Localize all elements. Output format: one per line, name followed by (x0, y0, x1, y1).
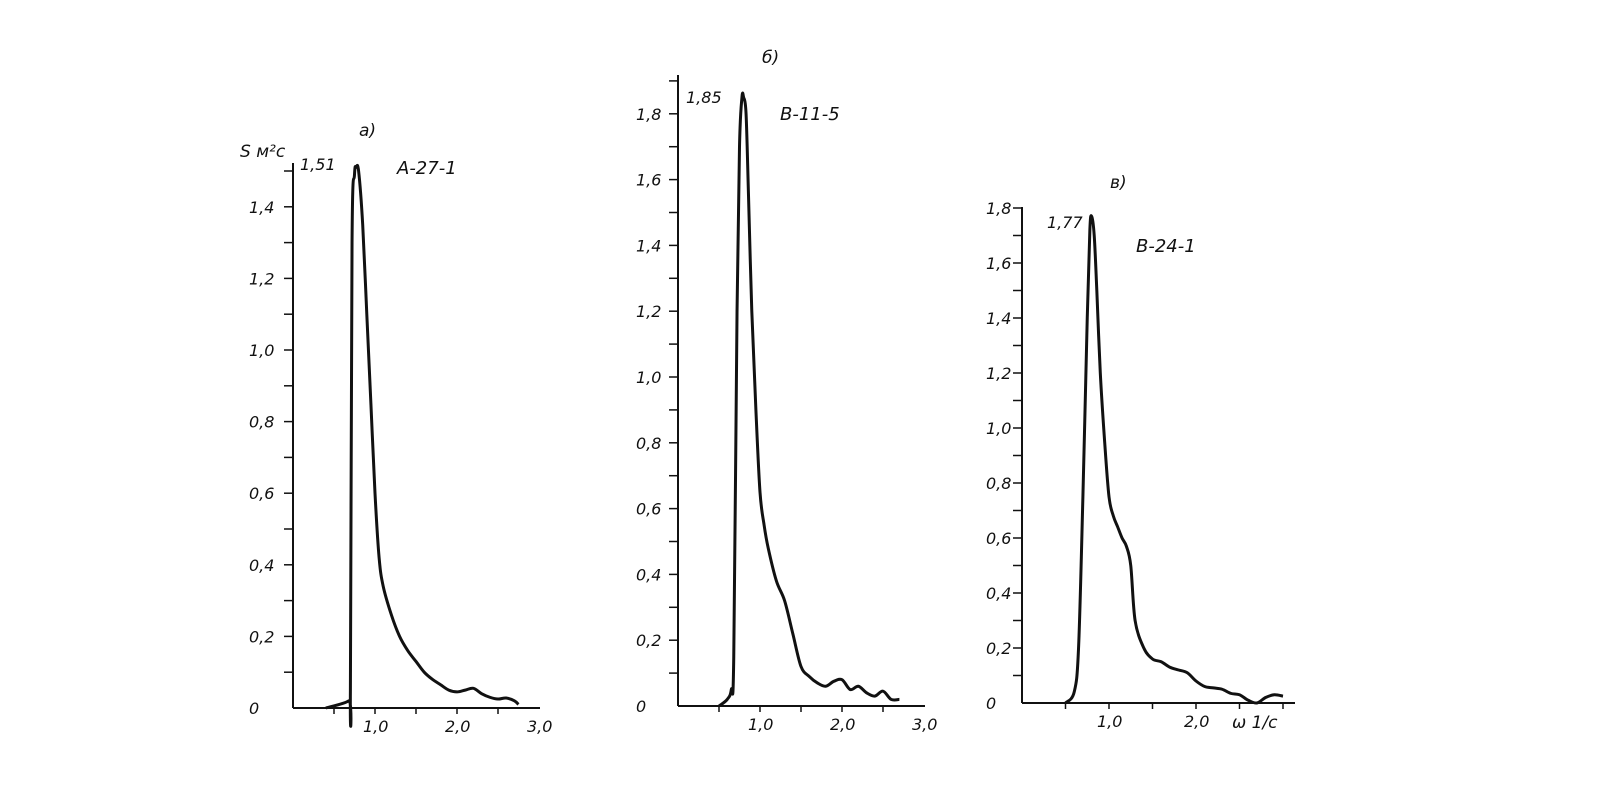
y-tick-label: 1,4 (636, 236, 661, 255)
x-tick-label: 3,0 (912, 715, 937, 734)
y-tick-label: 1,6 (636, 171, 661, 190)
y-tick-label: 1,2 (986, 364, 1011, 383)
y-tick-label: 0,4 (249, 556, 274, 575)
x-tick-label: 2,0 (445, 717, 470, 736)
x-tick-label: 2,0 (830, 715, 855, 734)
spectrum-curve (718, 91, 900, 708)
y-axis-label: S м²с (240, 142, 286, 162)
y-tick-label: 0,4 (636, 565, 661, 584)
peak-value-label: 1,77 (1047, 213, 1083, 232)
y-tick-label: 1,0 (249, 341, 274, 360)
y-tick-label: 1,4 (249, 198, 274, 217)
x-tick-label: 1,0 (1097, 712, 1122, 731)
spectrum-curve (1064, 214, 1284, 705)
y-tick-label: 1,0 (986, 419, 1011, 438)
y-tick-label: 0,8 (986, 474, 1011, 493)
x-tick-label: 1,0 (363, 717, 388, 736)
panel-letter: б) (762, 48, 779, 68)
y-tick-label: 0,6 (986, 529, 1011, 548)
panel-1: 0 0,2 0,4 0,6 0,8 1,0 1,2 1,4 1,0 2,0 3,0 1,51 А-27-… (240, 121, 552, 736)
series-name-label: В-24-1 (1136, 236, 1196, 257)
panel-letter: в) (1110, 173, 1127, 193)
y-tick-label: 1,2 (249, 269, 274, 288)
peak-value-label: 1,85 (686, 88, 722, 107)
x-tick-label: 2,0 (1184, 712, 1209, 731)
y-tick-label: 1,4 (986, 309, 1011, 328)
y-tick-label: 0 (249, 699, 259, 718)
y-tick-label: 0,4 (986, 584, 1011, 603)
spectrum-curve (325, 163, 520, 728)
panel-letter: a) (359, 121, 376, 141)
y-tick-label: 0,2 (986, 639, 1011, 658)
y-tick-label: 0,6 (636, 500, 661, 519)
y-tick-label: 0 (986, 694, 996, 713)
y-tick-label: 0,6 (249, 484, 274, 503)
x-tick-label: 3,0 (527, 717, 552, 736)
series-name-label: В-11-5 (780, 104, 840, 125)
y-tick-label: 1,6 (986, 254, 1011, 273)
panel-2: 0 0,2 0,4 0,6 0,8 1,0 1,2 1,4 1,6 1,8 1,0 2,0 3,0 1,8… (636, 48, 937, 734)
x-tick-label: 1,0 (748, 715, 773, 734)
y-tick-label: 1,8 (986, 199, 1011, 218)
y-tick-label: 0,2 (249, 627, 274, 646)
y-tick-label: 1,2 (636, 302, 661, 321)
y-tick-label: 0,8 (636, 434, 661, 453)
y-tick-label: 0 (636, 697, 646, 716)
y-tick-label: 0,8 (249, 413, 274, 432)
panel-3: 0 0,2 0,4 0,6 0,8 1,0 1,2 1,4 1,6 1,8 1,0 2,0 1,77 В-… (986, 173, 1295, 733)
y-tick-label: 0,2 (636, 631, 661, 650)
x-axis-label: ω 1/с (1232, 713, 1278, 733)
y-tick-label: 1,0 (636, 368, 661, 387)
series-name-label: А-27-1 (396, 158, 457, 179)
y-tick-label: 1,8 (636, 105, 661, 124)
peak-value-label: 1,51 (300, 155, 336, 174)
